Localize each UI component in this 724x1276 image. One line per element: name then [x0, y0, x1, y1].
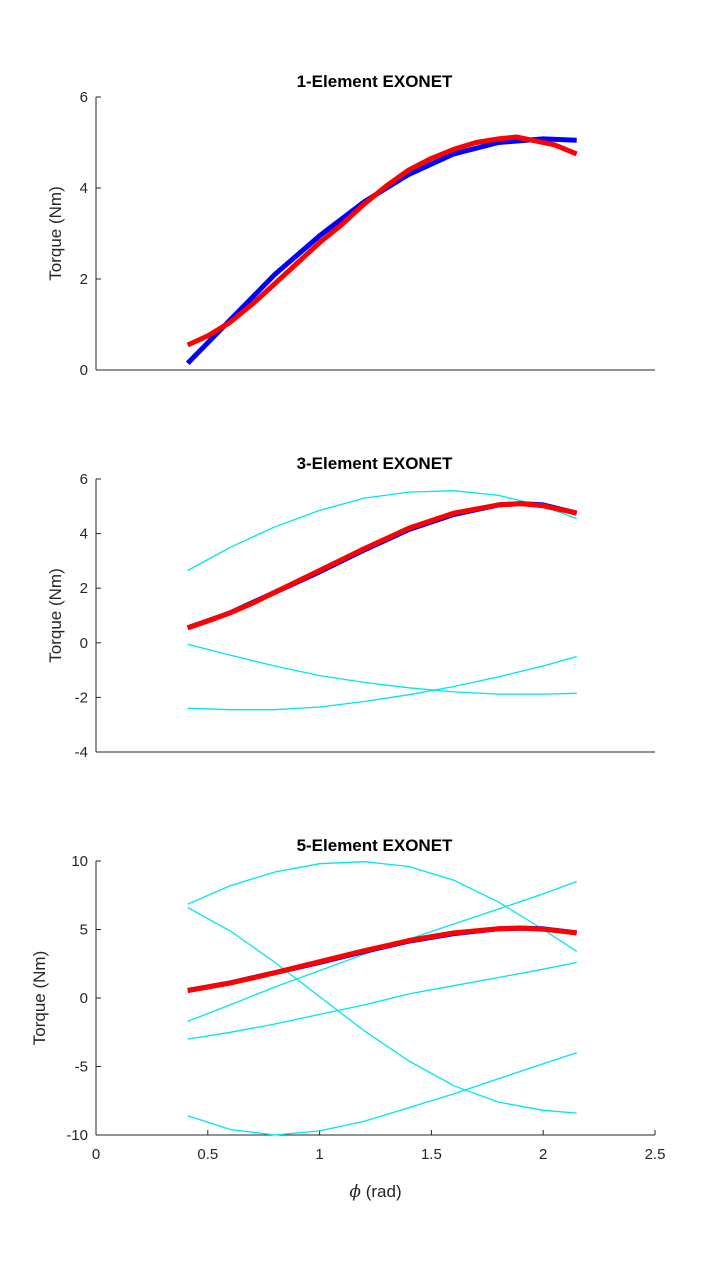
y-axis-label: Torque (Nm)	[46, 568, 65, 662]
y-tick-label: 5	[80, 922, 88, 939]
phi-symbol: ϕ	[349, 1182, 361, 1202]
subplot-title: 5-Element EXONET	[297, 836, 453, 855]
measured-curve-2	[186, 134, 578, 348]
y-tick-label: 6	[80, 471, 88, 488]
y-tick-label: 4	[80, 180, 88, 197]
model-curve-1	[185, 136, 577, 365]
subplot-5-element: 5-Element EXONET Torque (Nm) ϕ (rad) -10…	[30, 836, 665, 1202]
y-axis-label: Torque (Nm)	[30, 951, 49, 1045]
element-curve-1	[187, 861, 578, 952]
element-curve-5	[187, 1052, 577, 1136]
measured-curve-5	[186, 501, 578, 631]
x-tick-label: 1	[315, 1146, 323, 1163]
x-tick-label: 0.5	[197, 1146, 218, 1163]
x-tick-label: 0	[92, 1146, 100, 1163]
subplot-3-element: 3-Element EXONET Torque (Nm) -4 -2 0 2 4 6	[46, 454, 655, 761]
y-axis-label: Torque (Nm)	[46, 186, 65, 280]
element-curve-4	[187, 961, 577, 1040]
model-curve-4	[186, 501, 578, 631]
subplot-1-element: 1-Element EXONET Torque (Nm) 0 2 4 6	[46, 72, 655, 379]
y-tick-label: 0	[80, 635, 88, 652]
element-curve-2	[187, 907, 577, 1114]
x-tick-label: 2	[539, 1146, 547, 1163]
y-tick-label: -2	[75, 689, 88, 706]
element-curve-1	[187, 490, 577, 572]
subplot-title: 1-Element EXONET	[297, 72, 453, 91]
measured-curve-7	[187, 925, 577, 993]
y-tick-label: 2	[80, 580, 88, 597]
x-tick-label: 2.5	[645, 1146, 666, 1163]
x-axis-unit: (rad)	[361, 1182, 402, 1201]
x-axis-label: ϕ (rad)	[349, 1182, 401, 1202]
y-tick-label: 0	[80, 362, 88, 379]
y-tick-label: 0	[80, 990, 88, 1007]
subplot-title: 3-Element EXONET	[297, 454, 453, 473]
x-tick-label: 1.5	[421, 1146, 442, 1163]
y-tick-label: -5	[75, 1059, 88, 1076]
y-tick-label: 4	[80, 526, 88, 543]
element-curve-3	[187, 655, 577, 711]
element-curve-2	[187, 643, 577, 695]
y-tick-label: 2	[80, 271, 88, 288]
y-tick-label: 6	[80, 89, 88, 106]
y-tick-label: -10	[66, 1127, 88, 1144]
y-tick-label: -4	[75, 744, 88, 761]
y-tick-label: 10	[71, 853, 88, 870]
